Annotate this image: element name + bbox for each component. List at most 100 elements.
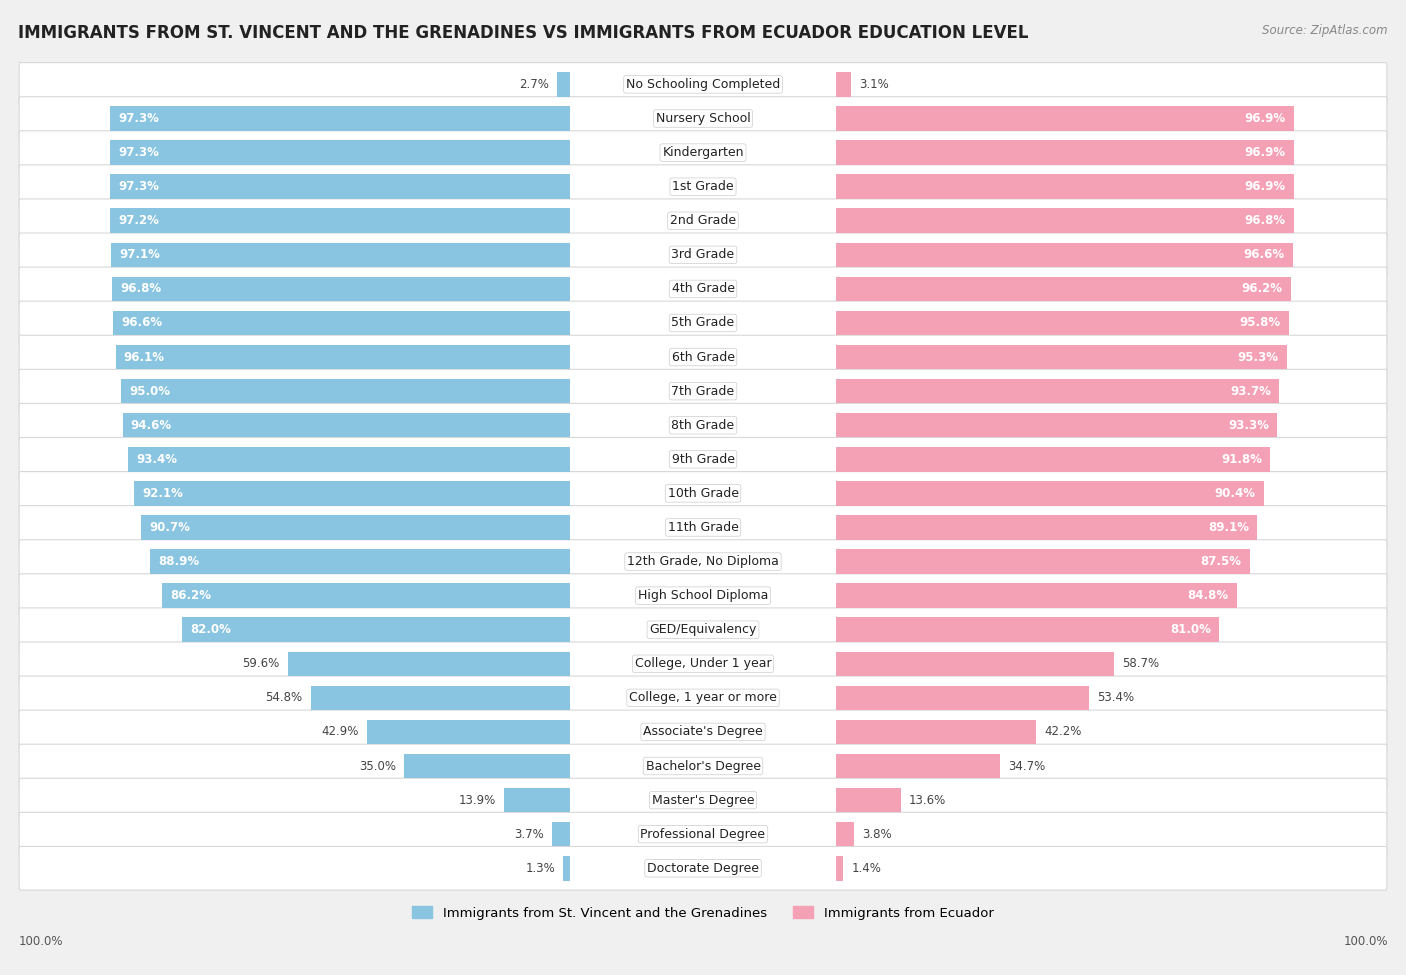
Text: 95.8%: 95.8% [1240,317,1281,330]
Text: 97.2%: 97.2% [118,214,159,227]
Bar [112,277,569,301]
Text: 96.9%: 96.9% [1244,180,1286,193]
Bar [183,617,569,642]
Bar [149,549,569,574]
Text: 96.1%: 96.1% [124,351,165,364]
Text: 87.5%: 87.5% [1201,555,1241,568]
FancyBboxPatch shape [20,710,1386,754]
Bar [837,856,844,880]
Bar [564,856,569,880]
Bar [557,72,569,97]
FancyBboxPatch shape [20,404,1386,447]
FancyBboxPatch shape [20,676,1386,720]
Bar [837,617,1219,642]
FancyBboxPatch shape [20,574,1386,617]
Bar [837,413,1277,438]
Bar [837,515,1257,540]
Text: 11th Grade: 11th Grade [668,521,738,534]
Bar [837,243,1292,267]
Text: 91.8%: 91.8% [1220,452,1263,466]
FancyBboxPatch shape [20,370,1386,413]
Text: 90.7%: 90.7% [149,521,190,534]
Text: 13.6%: 13.6% [908,794,946,806]
Text: Bachelor's Degree: Bachelor's Degree [645,760,761,772]
Text: 95.0%: 95.0% [129,385,170,398]
Text: 13.9%: 13.9% [458,794,496,806]
Text: 97.3%: 97.3% [118,180,159,193]
FancyBboxPatch shape [20,165,1386,209]
Bar [121,379,569,404]
FancyBboxPatch shape [20,506,1386,549]
FancyBboxPatch shape [20,267,1386,311]
Bar [110,106,569,131]
FancyBboxPatch shape [20,62,1386,106]
Bar [115,345,569,370]
Text: 96.8%: 96.8% [121,283,162,295]
Text: 2.7%: 2.7% [519,78,548,91]
Text: 96.2%: 96.2% [1241,283,1282,295]
Text: 42.9%: 42.9% [322,725,359,738]
Bar [288,651,569,676]
Bar [837,651,1114,676]
Text: 54.8%: 54.8% [266,691,302,704]
Text: 35.0%: 35.0% [359,760,396,772]
Bar [141,515,569,540]
Bar [837,72,851,97]
Text: 3rd Grade: 3rd Grade [672,249,734,261]
Text: 9th Grade: 9th Grade [672,452,734,466]
FancyBboxPatch shape [20,199,1386,243]
Text: College, Under 1 year: College, Under 1 year [634,657,772,670]
Bar [311,685,569,710]
Text: 96.6%: 96.6% [121,317,163,330]
Text: 42.2%: 42.2% [1045,725,1081,738]
Bar [162,583,569,607]
FancyBboxPatch shape [20,438,1386,481]
Text: IMMIGRANTS FROM ST. VINCENT AND THE GRENADINES VS IMMIGRANTS FROM ECUADOR EDUCAT: IMMIGRANTS FROM ST. VINCENT AND THE GREN… [18,24,1029,42]
Text: 12th Grade, No Diploma: 12th Grade, No Diploma [627,555,779,568]
Bar [837,277,1291,301]
Bar [837,175,1294,199]
Text: 58.7%: 58.7% [1122,657,1159,670]
Bar [110,140,569,165]
Bar [837,481,1264,506]
Bar [404,754,569,778]
Text: 100.0%: 100.0% [18,935,63,948]
Bar [367,720,569,744]
Text: 7th Grade: 7th Grade [672,385,734,398]
FancyBboxPatch shape [20,607,1386,651]
Text: Nursery School: Nursery School [655,112,751,125]
FancyBboxPatch shape [20,778,1386,822]
Text: GED/Equivalency: GED/Equivalency [650,623,756,637]
Text: College, 1 year or more: College, 1 year or more [628,691,778,704]
Bar [837,140,1294,165]
Legend: Immigrants from St. Vincent and the Grenadines, Immigrants from Ecuador: Immigrants from St. Vincent and the Gren… [408,901,998,925]
Bar [837,106,1294,131]
FancyBboxPatch shape [20,812,1386,856]
Text: Associate's Degree: Associate's Degree [643,725,763,738]
Text: 93.7%: 93.7% [1230,385,1271,398]
Bar [837,311,1289,335]
Text: 82.0%: 82.0% [190,623,231,637]
Text: 3.8%: 3.8% [863,828,893,840]
Text: 95.3%: 95.3% [1237,351,1278,364]
FancyBboxPatch shape [20,97,1386,140]
Text: 10th Grade: 10th Grade [668,487,738,500]
Text: 2nd Grade: 2nd Grade [669,214,737,227]
FancyBboxPatch shape [20,846,1386,890]
Bar [837,209,1294,233]
Text: 59.6%: 59.6% [242,657,280,670]
Text: 89.1%: 89.1% [1208,521,1249,534]
Text: High School Diploma: High School Diploma [638,589,768,603]
Bar [114,311,569,335]
FancyBboxPatch shape [20,233,1386,277]
Bar [553,822,569,846]
Text: Professional Degree: Professional Degree [641,828,765,840]
Text: Source: ZipAtlas.com: Source: ZipAtlas.com [1263,24,1388,37]
Text: 5th Grade: 5th Grade [672,317,734,330]
Text: 3.7%: 3.7% [515,828,544,840]
Text: 4th Grade: 4th Grade [672,283,734,295]
Text: Master's Degree: Master's Degree [652,794,754,806]
Text: 93.4%: 93.4% [136,452,177,466]
Text: No Schooling Completed: No Schooling Completed [626,78,780,91]
Text: 34.7%: 34.7% [1008,760,1046,772]
